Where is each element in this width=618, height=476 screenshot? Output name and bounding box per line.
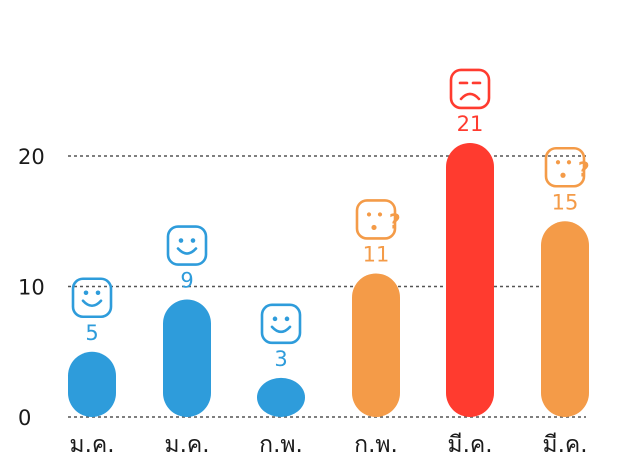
y-axis-ticks: 0 10 20	[18, 145, 45, 430]
svg-text:?: ?	[389, 209, 401, 233]
x-tick-label: มี.ค.	[447, 432, 492, 458]
svg-text:?: ?	[578, 157, 590, 181]
bar	[163, 299, 211, 417]
bar-icons: ??	[71, 68, 590, 345]
x-tick-label: ม.ค.	[164, 432, 209, 458]
data-label: 21	[457, 112, 484, 136]
thinking-icon: ?	[544, 146, 590, 188]
bar	[257, 377, 305, 417]
smile-icon	[71, 277, 113, 319]
y-tick-label: 20	[18, 145, 45, 169]
x-axis-labels: ม.ค. ม.ค. ก.พ. ก.พ. มี.ค. มี.ค.	[69, 432, 587, 458]
bar	[446, 142, 494, 417]
x-tick-label: ก.พ.	[259, 432, 303, 458]
data-labels: 5 9 3 11 21 15	[85, 112, 578, 371]
x-tick-label: ม.ค.	[69, 432, 114, 458]
bar	[352, 273, 400, 417]
bars	[68, 142, 589, 417]
y-tick-label: 0	[18, 406, 31, 430]
thinking-icon: ?	[355, 199, 401, 240]
x-tick-label: มี.ค.	[542, 432, 587, 458]
data-label: 3	[274, 347, 287, 371]
frown-icon	[449, 68, 491, 110]
grid-lines	[68, 155, 586, 418]
data-label: 15	[552, 190, 579, 214]
bar	[68, 351, 116, 417]
x-tick-label: ก.พ.	[354, 432, 398, 458]
data-label: 11	[363, 242, 390, 266]
y-tick-label: 10	[18, 276, 45, 300]
data-label: 5	[85, 321, 98, 345]
data-label: 9	[180, 269, 193, 293]
smile-icon	[260, 303, 302, 345]
smile-icon	[166, 225, 208, 266]
bar	[541, 221, 589, 417]
